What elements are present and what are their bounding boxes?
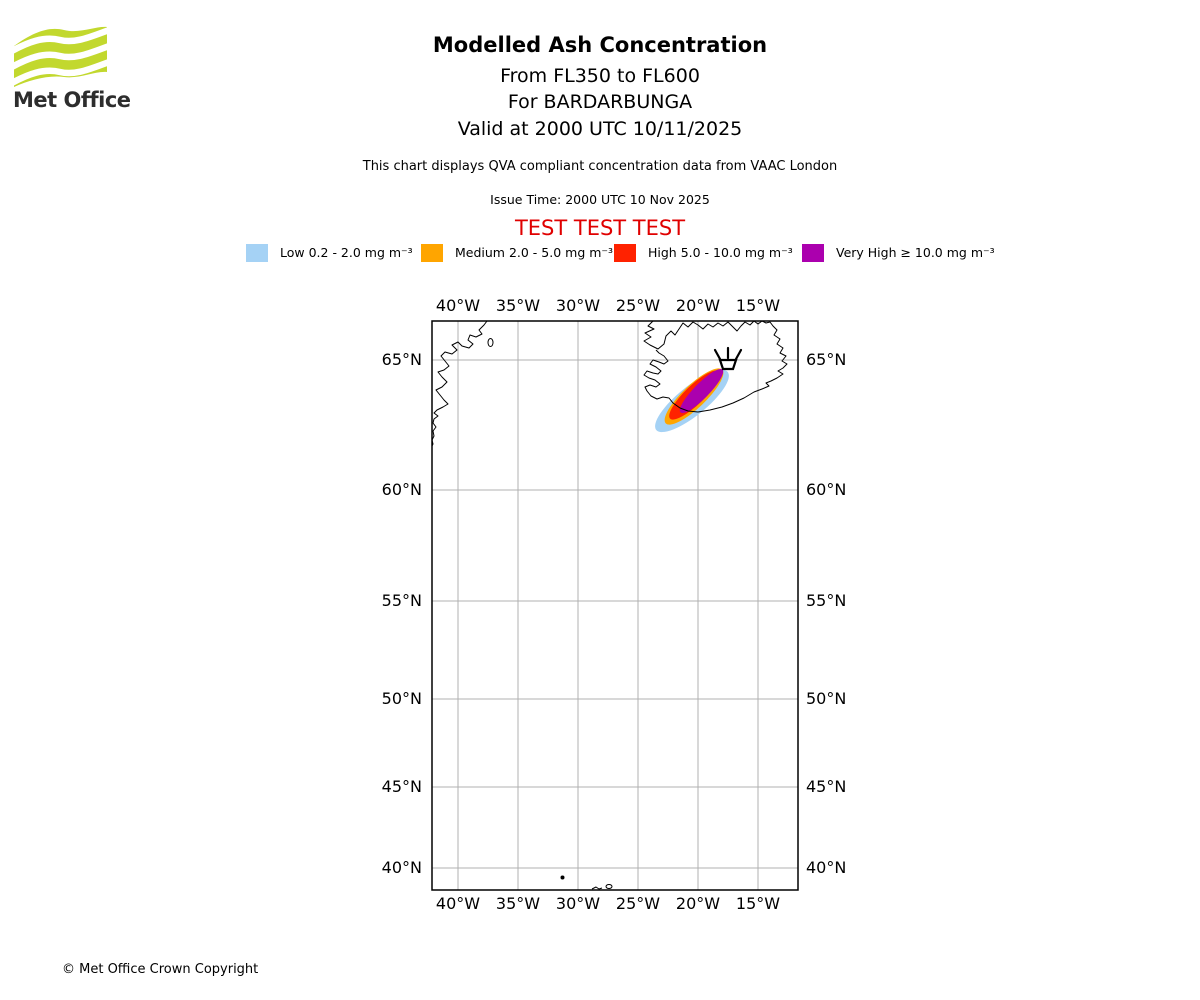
lat-tick-left-60n: 60°N [381,480,422,499]
valid-time-subtitle: Valid at 2000 UTC 10/11/2025 [457,118,743,140]
lat-tick-left-50n: 50°N [381,689,422,708]
legend-item-high: High 5.0 - 10.0 mg m⁻³ [614,244,793,262]
lon-tick-top-20w: 20°W [675,296,721,315]
lat-tick-right-55n: 55°N [806,591,847,610]
legend-item-medium: Medium 2.0 - 5.0 mg m⁻³ [421,244,613,262]
lat-tick-left-55n: 55°N [381,591,422,610]
lon-tick-bottom-25w: 25°W [615,894,661,913]
copyright-notice: © Met Office Crown Copyright [62,962,259,977]
lon-tick-top-30w: 30°W [555,296,601,315]
legend-item-very-high: Very High ≥ 10.0 mg m⁻³ [802,244,995,262]
lon-tick-top-40w: 40°W [435,296,481,315]
volcano-icon [713,346,743,371]
qva-description: This chart displays QVA compliant concen… [362,159,838,174]
lon-tick-bottom-35w: 35°W [495,894,541,913]
lon-tick-top-25w: 25°W [615,296,661,315]
lat-tick-left-45n: 45°N [381,777,422,796]
legend-item-low: Low 0.2 - 2.0 mg m⁻³ [246,244,413,262]
flight-levels-subtitle: From FL350 to FL600 [500,65,700,87]
greenland-coastline [431,320,488,447]
legend-label-very-high: Very High ≥ 10.0 mg m⁻³ [836,245,995,260]
issue-time: Issue Time: 2000 UTC 10 Nov 2025 [490,192,710,207]
volcano-subtitle: For BARDARBUNGA [507,91,693,113]
iceland-coastline [643,320,788,413]
azores-island-outline [605,884,613,889]
lon-tick-bottom-30w: 30°W [555,894,601,913]
plume-very-high-contour [679,368,724,414]
legend-label-high: High 5.0 - 10.0 mg m⁻³ [648,245,793,260]
legend-swatch-high [614,244,636,262]
map-gridlines [432,321,798,890]
greenland-offshore-island [487,338,494,347]
azores-island-dot [560,875,565,880]
page-title: Modelled Ash Concentration [432,33,768,57]
lat-tick-left-65n: 65°N [381,350,422,369]
map-border [431,320,799,891]
test-banner: TEST TEST TEST [514,216,686,240]
lon-tick-top-15w: 15°W [735,296,781,315]
lat-tick-right-40n: 40°N [806,858,847,877]
legend-label-low: Low 0.2 - 2.0 mg m⁻³ [280,245,413,260]
lon-tick-bottom-15w: 15°W [735,894,781,913]
lon-tick-bottom-20w: 20°W [675,894,721,913]
lat-tick-right-45n: 45°N [806,777,847,796]
legend-swatch-very-high [802,244,824,262]
legend-swatch-low [246,244,268,262]
legend-label-medium: Medium 2.0 - 5.0 mg m⁻³ [455,245,614,260]
lon-tick-top-35w: 35°W [495,296,541,315]
lat-tick-right-65n: 65°N [806,350,847,369]
coastlines [431,320,788,890]
met-office-logo [14,26,107,87]
logo-wordmark: Met Office [13,88,131,112]
legend-swatch-medium [421,244,443,262]
ash-plume [655,368,729,433]
lon-tick-bottom-40w: 40°W [435,894,481,913]
lat-tick-right-50n: 50°N [806,689,847,708]
azores-islands [591,886,603,890]
lat-tick-left-40n: 40°N [381,858,422,877]
lat-tick-right-60n: 60°N [806,480,847,499]
